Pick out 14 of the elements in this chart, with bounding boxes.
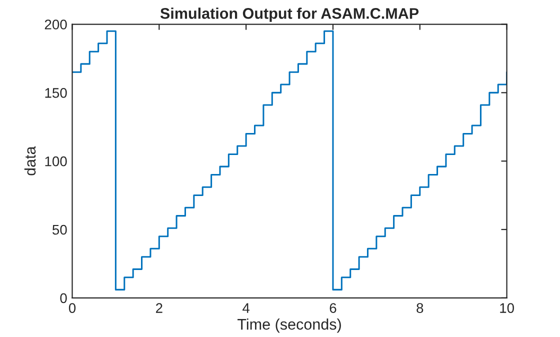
x-tick-label: 8	[416, 303, 424, 313]
x-tick-label: 10	[500, 303, 514, 313]
y-tick-label: 200	[44, 20, 67, 30]
y-axis-title: data	[24, 146, 36, 176]
y-tick-label: 50	[52, 224, 67, 235]
y-tick-label: 150	[45, 88, 67, 98]
x-tick-label: 0	[68, 303, 76, 313]
x-tick-label: 6	[330, 303, 336, 313]
x-tick-label: 4	[242, 303, 250, 313]
x-axis-title: Time (seconds)	[238, 318, 341, 333]
y-tick-label: 0	[60, 293, 67, 304]
y-tick-label: 100	[45, 156, 67, 166]
x-tick-label: 2	[156, 303, 162, 313]
chart-title: Simulation Output for ASAM.C.MAP	[160, 8, 419, 22]
